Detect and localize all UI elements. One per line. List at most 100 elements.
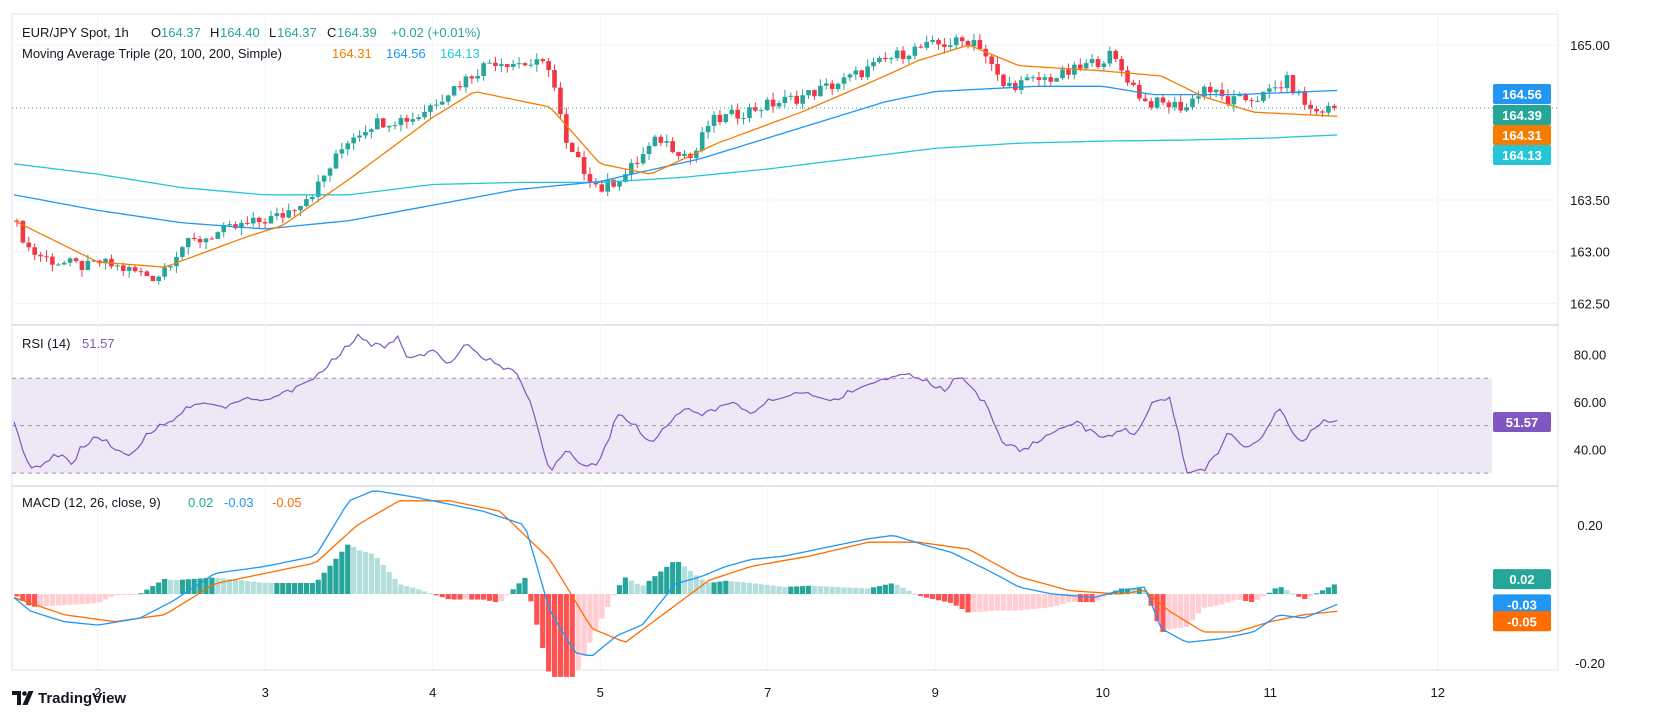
histogram-bar [522, 577, 528, 595]
histogram-bar [557, 594, 564, 677]
candle-body [948, 45, 953, 47]
histogram-bar [232, 579, 239, 595]
candle [1178, 95, 1184, 113]
candle [764, 96, 770, 111]
histogram-bar [740, 582, 747, 595]
candle [865, 59, 870, 80]
histogram-bar [646, 580, 652, 595]
candle [162, 263, 167, 280]
candle-body [682, 153, 687, 156]
candle [900, 46, 906, 64]
candle [67, 257, 73, 267]
histogram-bar [1166, 594, 1172, 630]
candle [1290, 74, 1296, 95]
candle-body [1001, 74, 1006, 87]
candle [1048, 73, 1054, 86]
candle [983, 44, 989, 64]
price-tag-label: 164.13 [1502, 148, 1542, 163]
candle-body [1083, 63, 1089, 69]
candle [546, 57, 551, 78]
histogram-bar [681, 566, 688, 595]
histogram-bar [108, 594, 115, 597]
candle-body [829, 83, 835, 89]
histogram-bar [1018, 594, 1024, 611]
candle-body [499, 64, 504, 66]
candle [747, 103, 752, 123]
candle-body [1166, 102, 1172, 108]
histogram-bar [43, 594, 50, 607]
histogram-bar [1042, 594, 1048, 608]
histogram-bar [1036, 594, 1042, 609]
candle [339, 142, 345, 159]
candle-body [239, 222, 244, 229]
candle-body [227, 224, 232, 226]
histogram-bar [457, 594, 463, 600]
histogram-bar [14, 594, 20, 597]
price-panel[interactable] [12, 34, 1558, 285]
candle [20, 220, 26, 244]
histogram-bar [587, 594, 593, 643]
time-axis[interactable]: 2 3 4 5 7 9 10 11 12 [94, 685, 1445, 700]
candle [493, 56, 498, 72]
price-axis[interactable]: 165.00 163.50 163.00 162.50 80.00 60.00 40.00 0… [1570, 38, 1610, 671]
candle [120, 262, 126, 277]
candle-body [853, 70, 859, 75]
macd-tag-label: -0.03 [1507, 597, 1537, 612]
candle [416, 114, 421, 121]
histogram-bar [49, 594, 55, 606]
histogram-bar [268, 582, 274, 595]
candle-body [1137, 84, 1142, 99]
candle [327, 167, 333, 182]
candle [310, 194, 315, 203]
candle [345, 140, 351, 156]
candle-body [14, 220, 20, 222]
histogram-bar [546, 594, 552, 672]
candle [575, 146, 581, 158]
candle [942, 37, 947, 54]
candle [144, 270, 150, 277]
candle [380, 117, 386, 128]
candle [522, 62, 528, 67]
candle [1101, 61, 1107, 71]
candle-body [1331, 105, 1337, 109]
candle-body [1213, 89, 1219, 93]
macd-tag: -0.03 [1493, 594, 1551, 615]
candle-body [56, 264, 61, 266]
histogram-bar [1012, 594, 1018, 611]
candle [581, 151, 587, 181]
rsi-panel[interactable] [12, 333, 1492, 474]
candle [871, 57, 876, 71]
time-tick-label: 10 [1096, 685, 1110, 700]
tradingview-logo[interactable]: TradingView [12, 686, 126, 710]
candle [894, 47, 900, 62]
candle [1018, 75, 1024, 95]
histogram-bar [1278, 587, 1284, 595]
macd-panel[interactable] [13, 490, 1338, 677]
histogram-bar [1178, 594, 1184, 628]
histogram-bar [179, 579, 185, 595]
candle [1278, 80, 1284, 93]
candle-body [463, 76, 469, 88]
candle [126, 264, 132, 278]
candle-body [764, 99, 770, 111]
candle [1066, 63, 1071, 80]
candle [50, 253, 55, 272]
candle-body [1196, 96, 1201, 99]
candle-body [191, 237, 197, 240]
candle-body [428, 105, 433, 112]
histogram-bar [126, 594, 132, 596]
histogram-bar [61, 594, 67, 606]
candle-body [20, 220, 26, 243]
candle-body [91, 260, 97, 262]
candle-body [1048, 77, 1054, 82]
histogram-bar [97, 594, 103, 603]
histogram-bar [421, 591, 428, 595]
histogram-bar [953, 594, 959, 606]
histogram-bar [1124, 588, 1131, 595]
candle-body [605, 179, 610, 192]
candle-body [1125, 70, 1130, 83]
histogram-bar [1077, 594, 1083, 603]
candle-body [339, 149, 345, 154]
histogram-bar [652, 576, 658, 595]
